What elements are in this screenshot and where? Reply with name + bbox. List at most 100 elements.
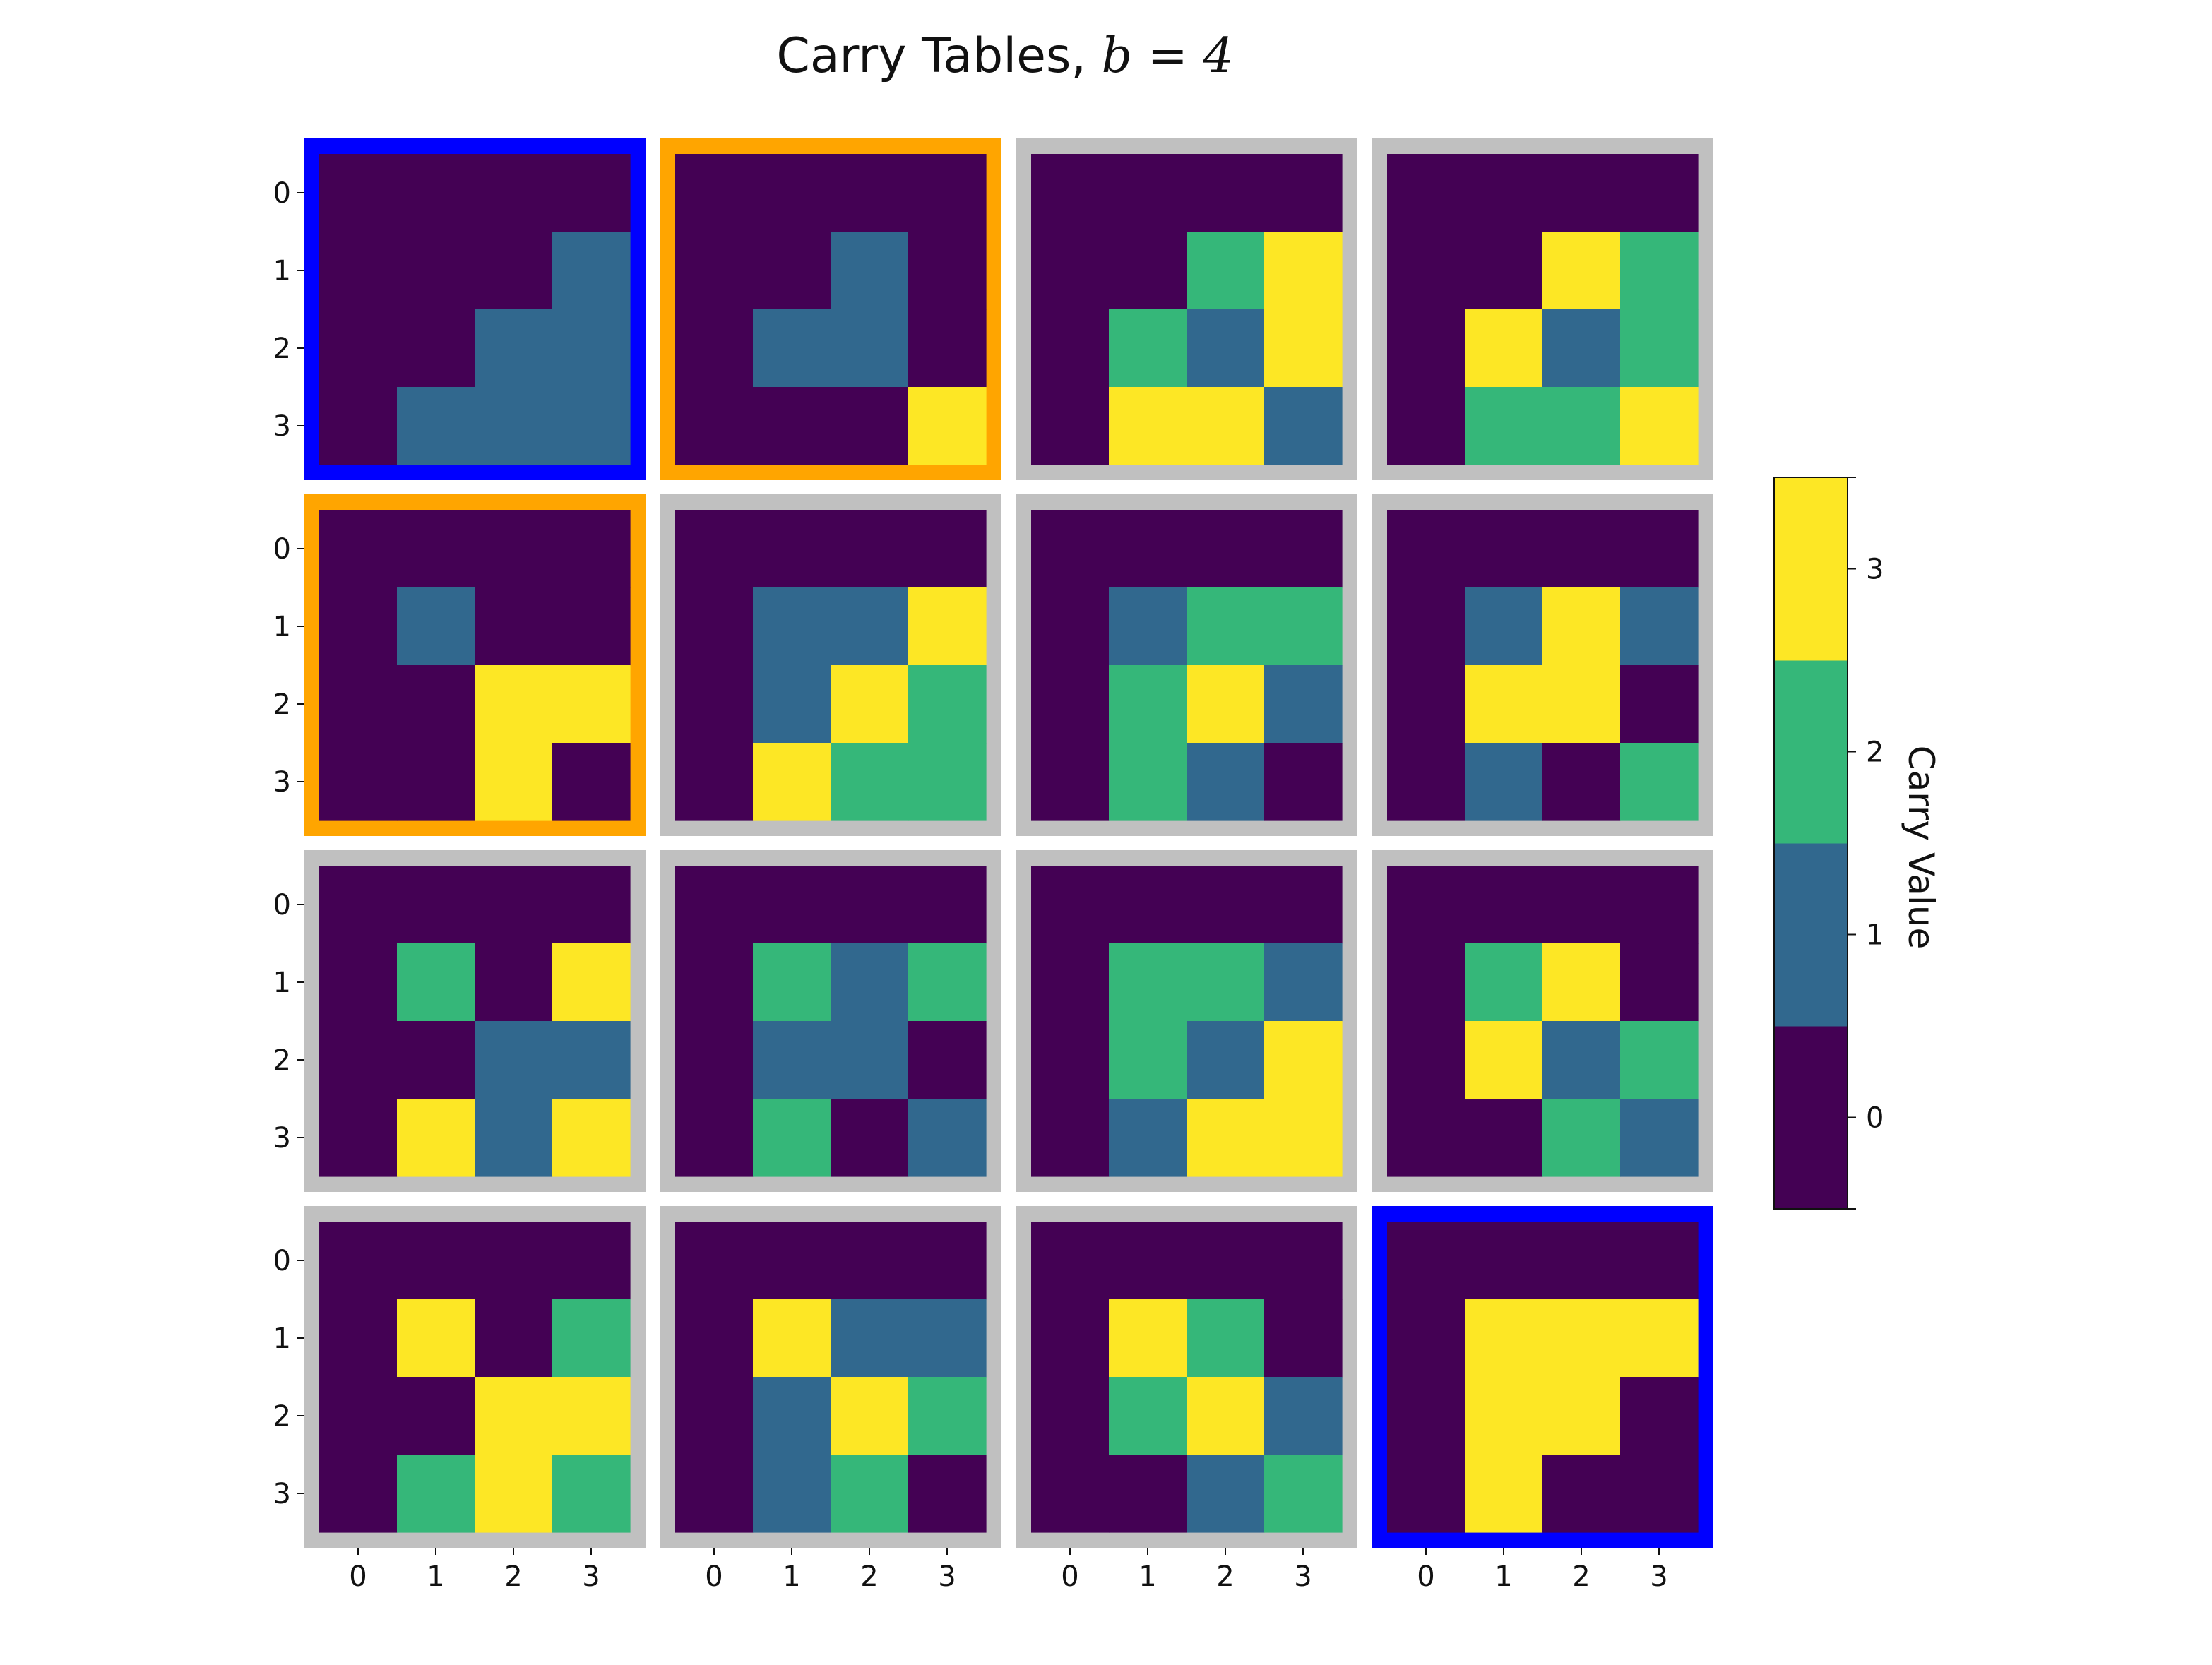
heatmap-cell	[1620, 743, 1699, 821]
heatmap-cell	[475, 1222, 553, 1300]
heatmap-cell	[1620, 866, 1699, 944]
y-tick-label: 0	[273, 533, 291, 566]
heatmap-cell	[319, 1099, 398, 1177]
heatmap-cell	[1542, 743, 1621, 821]
heatmap-cell	[319, 309, 398, 388]
heatmap-cell	[908, 1377, 987, 1455]
heatmap-cell	[552, 1377, 631, 1455]
heatmap-cell	[1465, 154, 1543, 232]
heatmap-cell	[475, 510, 553, 588]
x-tick-label: 3	[1650, 1560, 1667, 1593]
carry-table-0: 0 1 2 3	[273, 138, 646, 480]
y-tick-label: 2	[273, 1400, 291, 1433]
carry-table-8: 0 1 2 3	[273, 850, 646, 1192]
heatmap-cell	[552, 1099, 631, 1177]
x-tick-label: 0	[349, 1560, 367, 1593]
heatmap-cell	[397, 866, 475, 944]
carry-table-3	[1372, 138, 1713, 480]
heatmap-cell	[675, 1222, 754, 1300]
heatmap-cell	[1542, 1455, 1621, 1533]
y-tick-label: 1	[273, 967, 291, 999]
heatmap-cell	[1620, 1455, 1699, 1533]
heatmap-cell	[1109, 1299, 1187, 1378]
colorbar-tick-label: 0	[1866, 1102, 1884, 1135]
heatmap-cell	[675, 1455, 754, 1533]
heatmap-cell	[753, 943, 831, 1022]
heatmap-cell	[675, 743, 754, 821]
heatmap-cell	[1031, 743, 1110, 821]
heatmap-cell	[1465, 743, 1543, 821]
y-tick-label: 3	[273, 410, 291, 443]
colorbar-label: Carry Value	[1901, 745, 1942, 950]
x-tick-label: 3	[582, 1560, 600, 1593]
heatmap-cell	[1620, 587, 1699, 666]
heatmap-cell	[319, 1222, 398, 1300]
y-tick-label: 0	[273, 177, 291, 210]
heatmap-cell	[753, 866, 831, 944]
heatmap-cell	[475, 1455, 553, 1533]
heatmap-cell	[1387, 1377, 1465, 1455]
heatmap-cell	[1542, 587, 1621, 666]
heatmap-cell	[753, 1222, 831, 1300]
heatmap-cell	[397, 309, 475, 388]
heatmap-cell	[1542, 1099, 1621, 1177]
heatmap-cell	[319, 510, 398, 588]
heatmap-cell	[753, 1377, 831, 1455]
heatmap-cell	[1387, 943, 1465, 1022]
heatmap-cell	[1187, 232, 1265, 310]
heatmap-cell	[475, 1377, 553, 1455]
heatmap-cell	[552, 1455, 631, 1533]
heatmap-cell	[675, 1099, 754, 1177]
heatmap-cell	[319, 743, 398, 821]
heatmap-cell	[675, 1377, 754, 1455]
heatmap-cell	[908, 1099, 987, 1177]
heatmap-cell	[397, 387, 475, 465]
heatmap-cell	[1109, 387, 1187, 465]
y-tick-label: 2	[273, 333, 291, 365]
x-tick-label: 1	[1138, 1560, 1156, 1593]
heatmap-cell	[831, 665, 909, 744]
heatmap-cell	[675, 1299, 754, 1378]
heatmap-cell	[397, 1455, 475, 1533]
heatmap-cell	[1031, 1377, 1110, 1455]
heatmap-cell	[1031, 387, 1110, 465]
heatmap-cell	[1387, 309, 1465, 388]
heatmap-cell	[1031, 1021, 1110, 1099]
heatmap-cell	[1542, 1021, 1621, 1099]
heatmap-cell	[1109, 1377, 1187, 1455]
heatmap-cell	[1264, 587, 1343, 666]
heatmap-cell	[1264, 1222, 1343, 1300]
heatmap-cell	[319, 232, 398, 310]
heatmap-cell	[1387, 587, 1465, 666]
y-tick-label: 2	[273, 1044, 291, 1077]
heatmap-cell	[1264, 943, 1343, 1022]
heatmap-cell	[1465, 866, 1543, 944]
heatmap-cell	[552, 866, 631, 944]
heatmap-cell	[397, 1377, 475, 1455]
heatmap-cell	[1620, 154, 1699, 232]
heatmap-cell	[552, 387, 631, 465]
heatmap-cell	[1031, 1222, 1110, 1300]
heatmap-cell	[753, 665, 831, 744]
heatmap-cell	[1542, 387, 1621, 465]
heatmap-cell	[475, 943, 553, 1022]
carry-table-14: 0 1 2 3	[1016, 1206, 1357, 1593]
heatmap-cell	[319, 665, 398, 744]
heatmap-cell	[319, 943, 398, 1022]
heatmap-cell	[1542, 232, 1621, 310]
carry-table-12: 0 1 2 3 0 1 2 3	[273, 1206, 646, 1593]
heatmap-cell	[1465, 510, 1543, 588]
heatmap-cell	[1187, 665, 1265, 744]
heatmap-cell	[831, 309, 909, 388]
heatmap-cell	[831, 510, 909, 588]
heatmap-cell	[475, 1021, 553, 1099]
heatmap-cell	[1620, 1099, 1699, 1177]
colorbar-segment	[1774, 843, 1848, 1027]
x-tick-label: 1	[1494, 1560, 1512, 1593]
heatmap-cell	[475, 1299, 553, 1378]
heatmap-cell	[397, 154, 475, 232]
heatmap-cell	[1031, 1455, 1110, 1533]
heatmap-cell	[1542, 1299, 1621, 1378]
heatmap-cell	[908, 743, 987, 821]
heatmap-cell	[397, 1299, 475, 1378]
